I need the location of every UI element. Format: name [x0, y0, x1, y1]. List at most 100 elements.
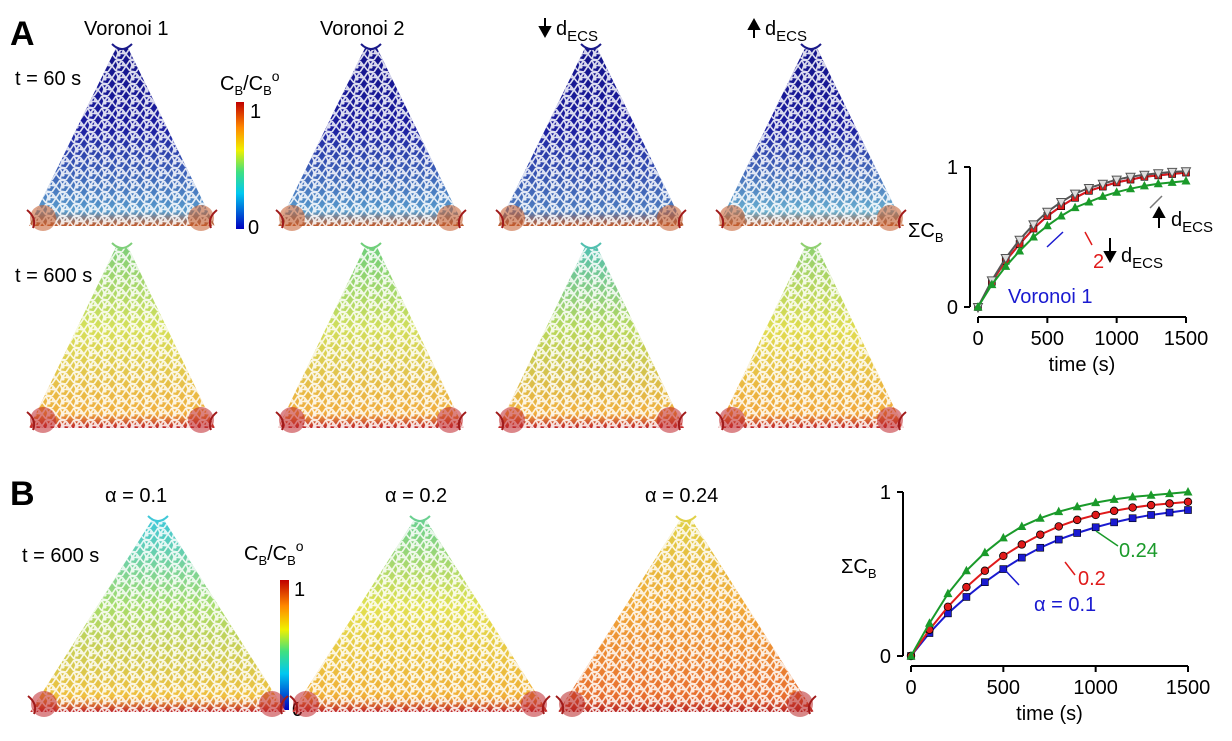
data-point [1139, 170, 1150, 181]
y-tick-label: 1 [947, 157, 958, 179]
series-line [977, 171, 1187, 308]
data-point [1180, 167, 1192, 178]
data-point [943, 588, 953, 598]
data-point [1028, 220, 1039, 231]
panel-b-title-1: α = 0.1 [105, 485, 167, 507]
data-point [1181, 176, 1191, 185]
data-point [1112, 187, 1122, 196]
data-point [998, 532, 1008, 542]
data-point [1152, 169, 1164, 180]
x-tick-label: 0 [905, 677, 916, 699]
data-point [1015, 246, 1025, 255]
time-60s-label: t = 60 s [15, 68, 81, 90]
heatmap-a-600s-1 [26, 242, 218, 433]
series-line [910, 509, 1189, 657]
annotation-decs-down: dECS [1121, 245, 1163, 272]
x-tick-label: 500 [987, 677, 1020, 699]
data-point [1017, 521, 1027, 530]
data-point [980, 547, 990, 557]
data-point [999, 565, 1008, 573]
chart-1: 0 500 1000 1500 0 1 time (s) ΣCB Voronoi 12 dECS d… [908, 157, 1213, 376]
up-arrow-icon [747, 17, 761, 38]
series-line [977, 180, 1187, 308]
data-point [1126, 183, 1136, 193]
heatmap-a-600s-3 [495, 242, 687, 433]
data-point [1036, 530, 1045, 539]
y-tick-label: 0 [880, 646, 891, 668]
panel-a-title-2: Voronoi 2 [320, 18, 405, 40]
series-line [977, 170, 1187, 308]
data-point [1083, 184, 1095, 195]
colorbar-a-gradient [236, 102, 244, 229]
data-point [1028, 232, 1038, 241]
annotation-2: 2 [1093, 251, 1104, 273]
data-point [1146, 500, 1156, 510]
data-point [1091, 523, 1100, 532]
data-point [980, 566, 990, 575]
y-axis-label: ΣCB [908, 220, 943, 245]
decs-label-up: dECS [765, 18, 807, 45]
annotation-alpha-024: 0.24 [1119, 540, 1158, 562]
panel-a-title-3: dECS [538, 18, 598, 45]
data-point [1056, 211, 1066, 220]
annotation-decs-up: dECS [1171, 209, 1213, 236]
data-point [1183, 497, 1193, 507]
panel-a-letter: A [10, 15, 35, 53]
annotation-alpha-01: α = 0.1 [1034, 594, 1096, 616]
data-point [1109, 506, 1119, 516]
panel-b-title-3: α = 0.24 [645, 485, 718, 507]
heatmap-a-60s-4 [715, 43, 907, 231]
data-point [1017, 540, 1026, 549]
heatmap-a-60s-1 [26, 43, 218, 231]
colorbar-a-max: 1 [250, 101, 261, 123]
data-point [1183, 487, 1193, 496]
heatmap-a-600s-2 [275, 242, 467, 433]
down-arrow-icon [1103, 238, 1117, 264]
time-600s-b-label: t = 600 s [22, 545, 99, 567]
data-point [1014, 235, 1025, 246]
data-point [1125, 172, 1136, 183]
up-arrow-icon [1152, 205, 1166, 228]
heatmap-b-1 [27, 515, 289, 717]
decs-label-down: dECS [556, 18, 598, 45]
data-point [961, 565, 971, 575]
data-point [1146, 490, 1156, 499]
data-point [1166, 167, 1178, 178]
heatmap-b-2 [289, 515, 551, 717]
data-point [1054, 522, 1063, 531]
time-600s-label: t = 600 s [15, 265, 92, 287]
x-axis-label: time (s) [1016, 703, 1083, 725]
data-point [1165, 508, 1174, 517]
colorbar-b-label: CB/CBo [244, 538, 304, 568]
series-2 [906, 497, 1193, 661]
heatmap-b-3 [555, 515, 817, 717]
data-point [1165, 499, 1174, 508]
data-point [1084, 197, 1094, 206]
colorbar-b-max: 1 [294, 579, 305, 601]
x-tick-label: 1000 [1073, 677, 1118, 699]
data-point [1167, 177, 1177, 186]
data-point [1072, 501, 1082, 511]
series-3 [972, 167, 1192, 314]
y-tick-label: 1 [880, 482, 891, 504]
data-point [1109, 494, 1119, 503]
data-point [962, 582, 971, 592]
panel-a-title-1: Voronoi 1 [84, 18, 169, 40]
data-point [962, 593, 971, 601]
heatmap-a-600s-4 [715, 242, 907, 433]
data-point [1153, 178, 1163, 188]
annotation-alpha-02: 0.2 [1078, 568, 1106, 590]
data-point [999, 551, 1008, 561]
data-point [1184, 506, 1192, 514]
data-point [1036, 543, 1045, 552]
annotation-voronoi1: Voronoi 1 [1008, 286, 1093, 308]
data-point [987, 279, 997, 289]
x-tick-label: 1500 [1166, 677, 1211, 699]
data-point [1054, 506, 1064, 516]
heatmap-triangles [26, 43, 907, 717]
x-tick-label: 500 [1031, 328, 1064, 350]
x-tick-label: 1000 [1094, 328, 1139, 350]
panel-b-letter: B [10, 475, 35, 513]
series-line [910, 500, 1189, 657]
